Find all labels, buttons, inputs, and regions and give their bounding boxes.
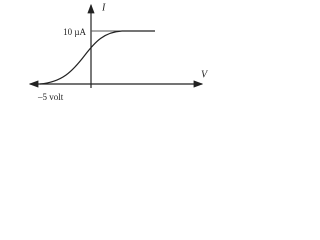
voltage-label: –5 volt <box>37 92 64 102</box>
diagram: I V 10 µA –5 volt <box>28 2 209 102</box>
curve <box>39 30 155 85</box>
page: I V 10 µA –5 volt (() => { const data = … <box>0 0 220 109</box>
y-axis-label: I <box>101 2 106 13</box>
x-axis-label: V <box>201 69 209 80</box>
current-label: 10 µA <box>63 27 86 37</box>
